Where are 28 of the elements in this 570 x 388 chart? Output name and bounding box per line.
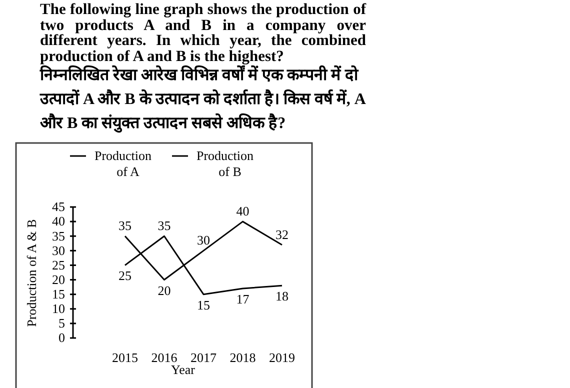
y-tick-label: 40 <box>52 214 65 229</box>
y-tick-label: 15 <box>52 286 65 302</box>
chart-title: The following line graph shows the production of two products A and B in a company over different years. In which year, the combined production of A and B is the highest? <box>40 1 366 64</box>
data-label: 15 <box>197 297 210 312</box>
data-label: 17 <box>236 292 250 307</box>
y-tick-label: 20 <box>52 272 65 287</box>
data-label: 20 <box>158 282 171 298</box>
data-label: 35 <box>158 218 171 234</box>
y-tick-label: 35 <box>52 228 65 244</box>
data-label: 32 <box>276 226 288 242</box>
chart-subtitle: निम्नलिखित रेखा आरेख विभिन्न वर्षों में एक कम्पनी में दो उत्पादों A और B के उत्पादन को दर्शाता है। किस वर्ष में, A और B का संयुक्त उत्पादन सबसे अधिक है? <box>40 64 366 135</box>
data-label: 25 <box>118 268 132 284</box>
y-tick-label: 0 <box>58 330 65 346</box>
y-axis-title: Production of A & B <box>24 218 39 327</box>
y-tick-label: 25 <box>52 257 65 272</box>
x-tick-label: 2015 <box>112 350 138 366</box>
data-label: 18 <box>276 288 288 304</box>
y-tick-label: 30 <box>52 242 65 258</box>
data-label: 35 <box>118 218 132 234</box>
y-tick-label: 10 <box>52 301 65 316</box>
legend-label: Production of B <box>196 148 254 179</box>
y-tick-label: 5 <box>58 316 65 331</box>
legend-label: Production of A <box>94 148 152 179</box>
data-label: 40 <box>236 204 250 219</box>
x-tick-label: 2018 <box>230 350 256 366</box>
data-label: 30 <box>197 232 210 248</box>
y-tick-label: 45 <box>52 199 65 214</box>
x-tick-label: 2019 <box>269 350 295 366</box>
